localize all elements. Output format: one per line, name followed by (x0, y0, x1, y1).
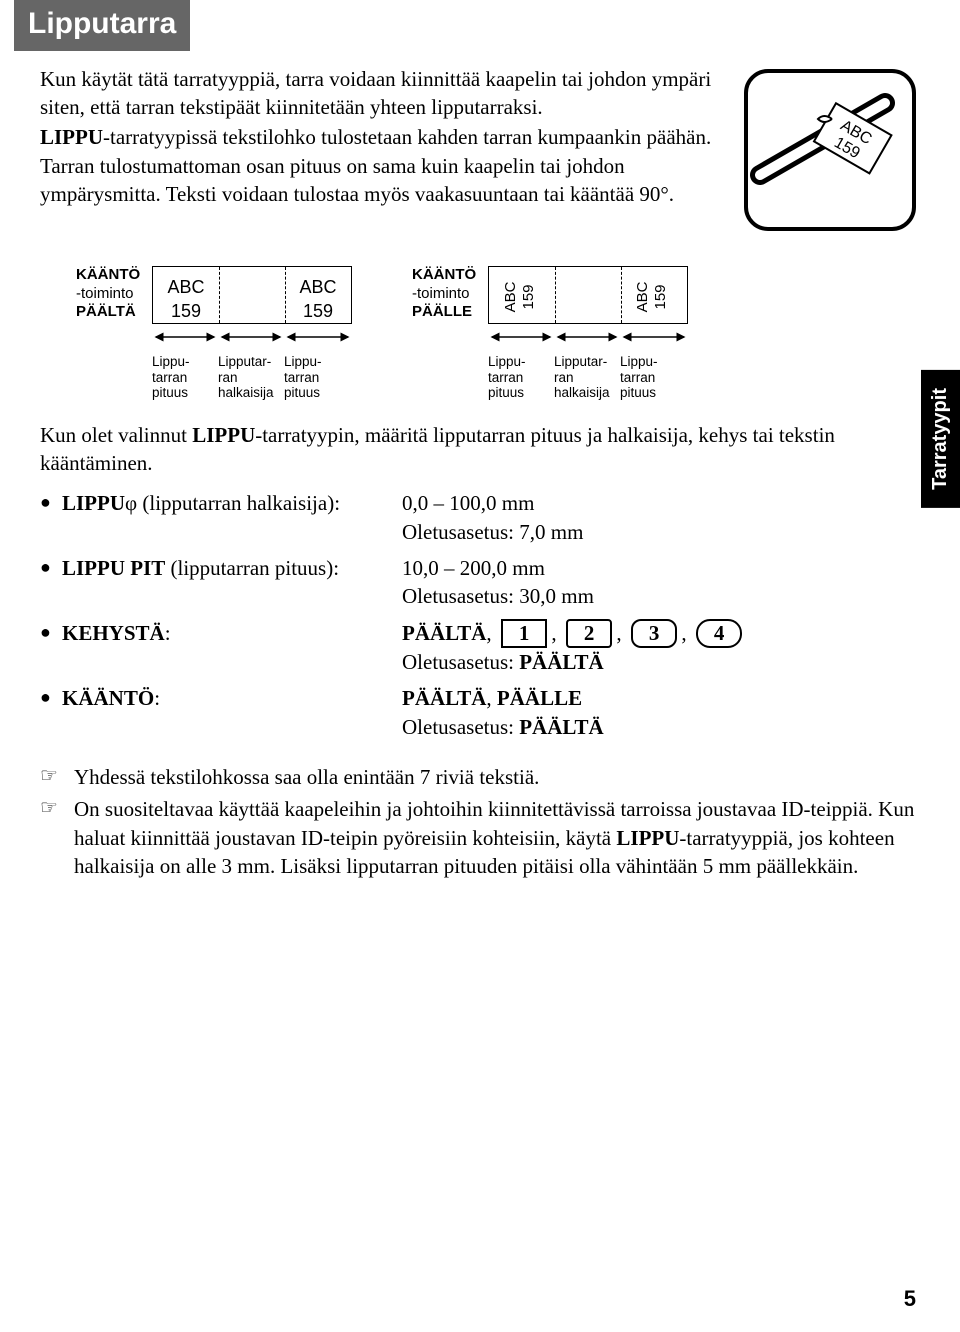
arrow-label: Lippu-tarranpituus (620, 354, 686, 401)
arrow-label: Lippu-tarranpituus (152, 354, 218, 401)
note-icon: ☞ (40, 795, 70, 880)
arrow-label: Lippu-tarranpituus (284, 354, 350, 401)
setting-row: ● KEHYSTÄ: PÄÄLTÄ, 1, 2, 3, 4 Oletusaset… (40, 613, 920, 679)
frame-option: 1 (501, 619, 548, 648)
svg-text:ABC: ABC (634, 281, 651, 312)
intro-p2: LIPPU-tarratyypissä tekstilohko tulostet… (40, 123, 720, 208)
setting-row: ● LIPPUφ (lipputarran halkaisija): 0,0 –… (40, 483, 920, 548)
intro-p1: Kun käytät tätä tarratyyppiä, tarra void… (40, 65, 720, 122)
arrow-label: Lipputar-ranhalkaisija (554, 354, 620, 401)
arrow-range-icon (152, 329, 352, 345)
settings-list: ● LIPPUφ (lipputarran halkaisija): 0,0 –… (40, 483, 920, 743)
svg-text:159: 159 (520, 284, 537, 309)
note-icon: ☞ (40, 763, 70, 791)
diagram-rotation-on: KÄÄNTÖ -toiminto PÄÄLLE ABC 159 ABC 159 (412, 266, 688, 401)
arrow-range-icon (488, 329, 688, 345)
intro-section: Kun käytät tätä tarratyyppiä, tarra void… (40, 65, 920, 242)
diagram-rotation-off: KÄÄNTÖ -toiminto PÄÄLTÄ ABC159 ABC159 (76, 266, 352, 401)
page-number: 5 (904, 1284, 916, 1314)
svg-text:159: 159 (652, 284, 669, 309)
note-text: Yhdessä tekstilohkossa saa olla enintään… (74, 763, 920, 791)
svg-text:ABC: ABC (502, 281, 519, 312)
arrow-label: Lippu-tarranpituus (488, 354, 554, 401)
arrow-label: Lipputar-ranhalkaisija (218, 354, 284, 401)
frame-option: 3 (631, 619, 678, 648)
frame-option: 2 (566, 619, 613, 648)
section-title: Lipputarra (14, 0, 190, 51)
side-tab: Tarratyypit (921, 370, 960, 508)
note-text: On suositeltavaa käyttää kaapeleihin ja … (74, 795, 920, 880)
notes-section: ☞ Yhdessä tekstilohkossa saa olla enintä… (40, 761, 920, 882)
setting-row: ● KÄÄNTÖ: PÄÄLTÄ, PÄÄLLE Oletusasetus: P… (40, 678, 920, 743)
mid-paragraph: Kun olet valinnut LIPPU-tarratyypin, mää… (40, 421, 920, 478)
setting-row: ● LIPPU PIT (lipputarran pituus): 10,0 –… (40, 548, 920, 613)
rotation-diagrams: KÄÄNTÖ -toiminto PÄÄLTÄ ABC159 ABC159 (76, 266, 920, 401)
cable-flag-illustration: ABC 159 (740, 65, 920, 242)
frame-option: 4 (696, 619, 743, 648)
